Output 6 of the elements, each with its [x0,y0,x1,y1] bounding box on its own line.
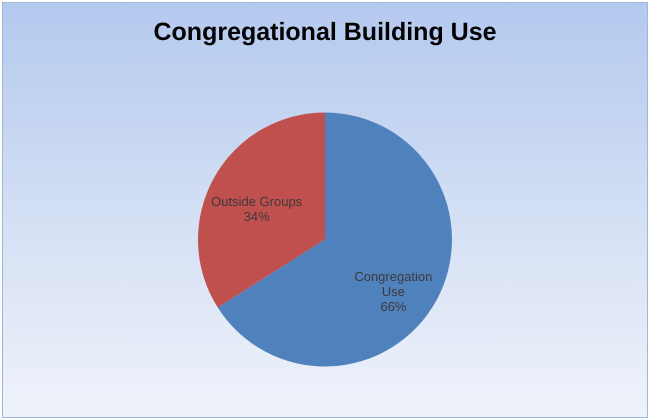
data-label: 66% [380,299,407,314]
chart-title: Congregational Building Use [153,18,497,46]
pie-slice [198,112,325,308]
slice-label: Outside Groups [211,194,303,209]
slice-label: Congregation Use [354,269,432,300]
data-label: 34% [244,208,270,224]
